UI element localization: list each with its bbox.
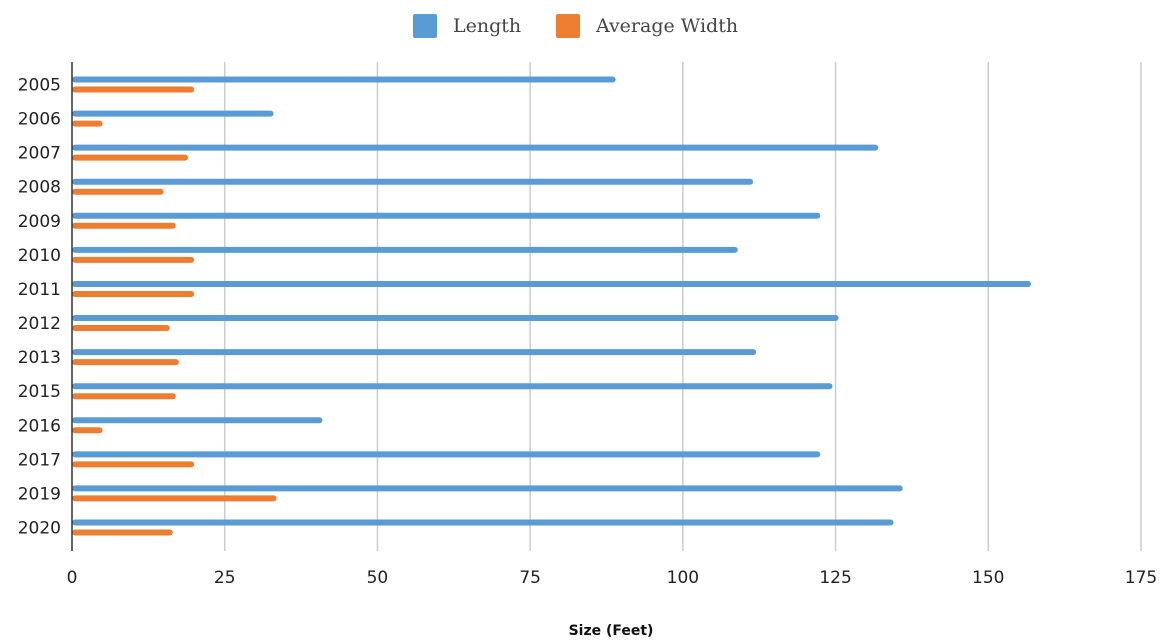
legend-label-average-width: Average Width bbox=[595, 15, 738, 37]
x-tick-label-50: 50 bbox=[367, 568, 389, 588]
bar-length-2017 bbox=[72, 451, 821, 458]
legend-label-length: Length bbox=[453, 15, 521, 37]
x-tick-label-175: 175 bbox=[1125, 568, 1157, 588]
bars bbox=[72, 76, 1032, 536]
x-tick-label-125: 125 bbox=[819, 568, 851, 588]
x-tick-label-75: 75 bbox=[519, 568, 541, 588]
y-tick-label-2016: 2016 bbox=[18, 416, 61, 436]
bar-length-2009 bbox=[72, 212, 821, 219]
y-tick-label-2010: 2010 bbox=[18, 246, 61, 266]
bar-length-2010 bbox=[72, 246, 738, 253]
y-tick-label-2005: 2005 bbox=[18, 76, 61, 96]
y-tick-label-2012: 2012 bbox=[18, 314, 61, 334]
legend-swatch-average-width bbox=[556, 14, 580, 38]
bar-average-width-2007 bbox=[72, 154, 189, 161]
x-tick-label-0: 0 bbox=[67, 568, 78, 588]
bar-average-width-2020 bbox=[72, 529, 173, 536]
y-tick-label-2011: 2011 bbox=[18, 280, 61, 300]
x-tick-label-25: 25 bbox=[214, 568, 236, 588]
y-tick-label-2008: 2008 bbox=[18, 178, 61, 198]
x-tick-label-100: 100 bbox=[667, 568, 699, 588]
y-tick-label-2017: 2017 bbox=[18, 450, 61, 470]
bar-length-2011 bbox=[72, 280, 1032, 287]
bar-average-width-2019 bbox=[72, 495, 277, 502]
y-tick-label-2019: 2019 bbox=[18, 484, 61, 504]
bar-length-2016 bbox=[72, 417, 323, 424]
bar-average-width-2008 bbox=[72, 188, 164, 195]
bar-length-2008 bbox=[72, 178, 754, 185]
x-axis-title: Size (Feet) bbox=[569, 623, 654, 639]
bar-length-2019 bbox=[72, 485, 903, 492]
bar-average-width-2009 bbox=[72, 222, 176, 229]
bar-length-2006 bbox=[72, 110, 274, 117]
bar-length-2013 bbox=[72, 349, 757, 356]
chart-legend: Length Average Width bbox=[413, 14, 738, 38]
y-axis-tick-labels: 2005 2006 2007 2008 2009 2010 2011 2012 2013 2015… bbox=[18, 76, 61, 539]
bar-length-2012 bbox=[72, 315, 839, 322]
bar-length-2015 bbox=[72, 383, 833, 390]
y-tick-label-2009: 2009 bbox=[18, 212, 61, 232]
bar-length-2005 bbox=[72, 76, 616, 83]
bar-average-width-2006 bbox=[72, 120, 103, 127]
bar-average-width-2016 bbox=[72, 427, 103, 434]
bar-average-width-2013 bbox=[72, 359, 179, 366]
y-tick-label-2015: 2015 bbox=[18, 382, 61, 402]
bar-length-2007 bbox=[72, 144, 879, 151]
bar-average-width-2005 bbox=[72, 86, 195, 93]
legend-swatch-length bbox=[413, 14, 437, 38]
gridlines bbox=[223, 62, 1142, 551]
bar-average-width-2017 bbox=[72, 461, 195, 468]
bar-length-2020 bbox=[72, 519, 894, 526]
x-axis-tick-labels: 0 25 50 75 100 125 150 175 bbox=[67, 568, 1158, 588]
y-tick-label-2006: 2006 bbox=[18, 110, 61, 130]
bar-average-width-2010 bbox=[72, 256, 195, 263]
x-tick-label-150: 150 bbox=[972, 568, 1004, 588]
bar-average-width-2011 bbox=[72, 290, 195, 297]
y-tick-label-2013: 2013 bbox=[18, 348, 61, 368]
bar-average-width-2012 bbox=[72, 325, 170, 332]
y-tick-label-2007: 2007 bbox=[18, 144, 61, 164]
y-tick-label-2020: 2020 bbox=[18, 519, 61, 539]
bar-average-width-2015 bbox=[72, 393, 176, 400]
